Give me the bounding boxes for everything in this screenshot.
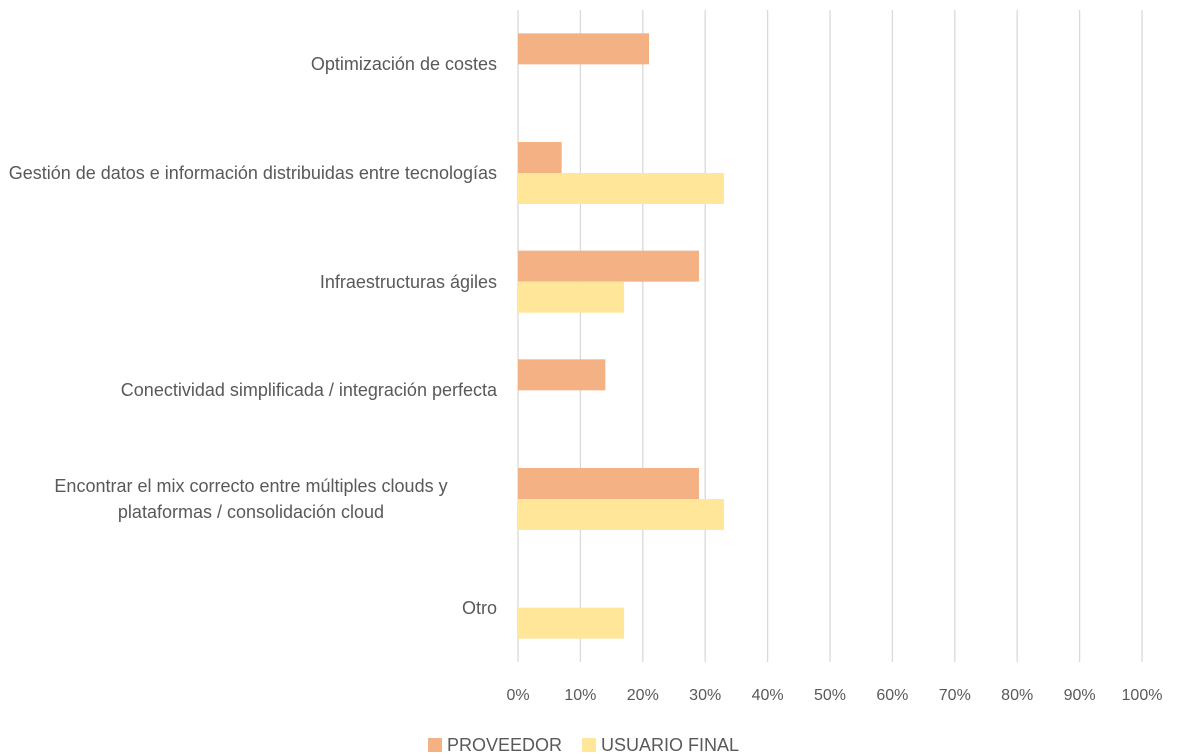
category-label-box: Otro (0, 595, 497, 621)
legend-label: USUARIO FINAL (601, 735, 739, 755)
category-label: Gestión de datos e información distribui… (8, 163, 497, 183)
category-label: Encontrar el mix correcto entre múltiple… (54, 476, 448, 522)
category-label: Optimización de costes (310, 54, 497, 75)
category-label: Infraestructuras ágiles (319, 271, 497, 292)
x-tick-label: 90% (1064, 687, 1096, 704)
x-tick-label: 20% (627, 687, 659, 704)
bar (518, 281, 625, 313)
x-tick-label: 70% (939, 687, 971, 704)
x-tick-label: 40% (752, 687, 784, 704)
bar (518, 607, 625, 639)
x-tick-label: 30% (689, 687, 721, 704)
category-label-box: Gestión de datos e información distribui… (0, 160, 497, 186)
legend-label: PROVEEDOR (447, 735, 562, 755)
x-tick-label: 60% (876, 687, 908, 704)
x-tick-label: 80% (1001, 687, 1033, 704)
x-tick-label: 0% (506, 687, 529, 704)
category-label-box: Optimización de costes (0, 51, 497, 77)
bar (518, 250, 699, 282)
category-label-box: Encontrar el mix correcto entre múltiple… (0, 473, 497, 525)
legend-swatch (428, 738, 442, 752)
bar (518, 33, 650, 65)
bar (518, 142, 562, 173)
x-tick-label: 10% (564, 687, 596, 704)
category-label-box: Infraestructuras ágiles (0, 269, 497, 295)
legend-swatch (582, 738, 597, 752)
x-tick-label: 50% (814, 687, 846, 704)
x-tick-label: 100% (1122, 687, 1163, 704)
bar (518, 359, 606, 391)
bar (518, 173, 724, 204)
category-label: Otro (461, 597, 497, 618)
bar (518, 499, 724, 530)
category-label: Conectividad simplificada / integración … (120, 380, 497, 401)
category-label-box: Conectividad simplificada / integración … (0, 377, 497, 403)
bar (518, 468, 699, 499)
